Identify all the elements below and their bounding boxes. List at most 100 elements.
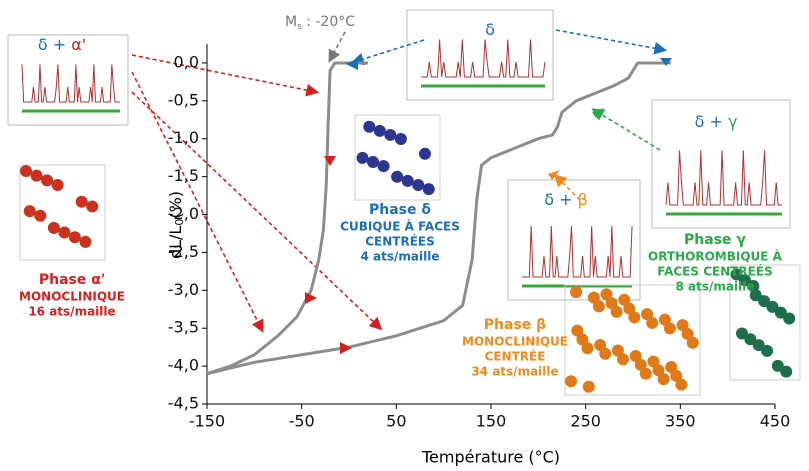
inset-title-part: + (704, 112, 728, 131)
atom (68, 231, 81, 244)
inset-title-part: γ (728, 112, 737, 131)
atom (686, 336, 699, 349)
inset-title: δ (485, 20, 495, 39)
x-tick-label: 350 (665, 412, 696, 431)
atom (628, 311, 641, 324)
atom (401, 174, 414, 187)
ms-annotation: Ms : -20°C (285, 14, 355, 32)
atom (565, 375, 577, 388)
arrows (131, 29, 668, 333)
inset-title-part: δ (544, 190, 554, 209)
curve (206, 61, 368, 376)
inset-title-part: δ (485, 20, 495, 39)
atom (663, 322, 676, 335)
ms-main: M (285, 14, 297, 30)
y-tick-label: -4,5 (168, 394, 199, 413)
crystal-cell (19, 164, 106, 261)
atom (623, 302, 636, 315)
y-label-main: dL/L (166, 226, 185, 259)
atom (735, 327, 748, 340)
atom (744, 333, 757, 346)
inset-spectrum (522, 225, 633, 278)
x-tick-label: -50 (289, 412, 315, 431)
dir-arrow (346, 58, 358, 70)
x-tick-label: 50 (386, 412, 406, 431)
atom (676, 319, 689, 332)
atom (20, 165, 32, 177)
atom (657, 373, 670, 386)
crystal-cell (564, 284, 701, 396)
phase-label: Phase δ (369, 202, 431, 218)
atom (780, 365, 793, 378)
atom (30, 169, 43, 182)
phase-label: CUBIQUE À FACES (340, 219, 460, 234)
atom (730, 268, 743, 281)
atom (394, 133, 407, 146)
y-tick-label: -1,0 (168, 128, 199, 147)
dir-arrow (660, 58, 672, 66)
atom (47, 221, 60, 234)
atom (75, 195, 88, 208)
atom (766, 300, 779, 313)
atom (641, 308, 654, 321)
y-axis-label: dL/L0(%) (166, 191, 187, 259)
inset-title-part: β (578, 190, 588, 209)
inset-spectrum (21, 64, 120, 103)
atom (384, 128, 397, 141)
phase-label: MONOCLINIQUE (462, 335, 568, 349)
atom (356, 151, 369, 164)
atom (646, 316, 659, 329)
atom (774, 306, 787, 319)
y-tick-label: -2,0 (168, 204, 199, 223)
x-tick-label: 450 (760, 412, 791, 431)
atom (738, 274, 751, 287)
atom (665, 360, 678, 373)
x-axis-label: Température (°C) (421, 448, 560, 467)
y-label-rest: (%) (166, 191, 185, 219)
atom (373, 124, 386, 137)
atom (652, 364, 665, 377)
phase-label: Phase β (484, 317, 546, 333)
y-tick-label: -0,5 (168, 90, 199, 109)
phase-label: Phase γ (684, 232, 746, 248)
phase-label: 16 ats/maille (28, 305, 115, 319)
ms-rest: : -20°C (302, 14, 355, 30)
inset-title-part: δ (695, 112, 705, 131)
atom (391, 170, 404, 183)
atom (570, 286, 583, 299)
atom (79, 235, 92, 248)
dir-arrow (324, 156, 336, 166)
phase-label: 34 ats/maille (471, 365, 558, 379)
x-tick-label: -150 (189, 412, 225, 431)
atom (587, 291, 600, 304)
phase-label: 4 ats/maille (361, 250, 440, 264)
x-tick-label: 150 (476, 412, 507, 431)
atom (51, 178, 64, 191)
inset-title: δ + β (544, 190, 588, 209)
atom (581, 342, 594, 355)
y-tick-label: -4,0 (168, 356, 199, 375)
atom (41, 174, 54, 187)
atom (363, 120, 376, 133)
dir-arrow (592, 108, 604, 118)
atom (600, 288, 613, 301)
dir-arrow (305, 292, 317, 304)
crystal-cell (354, 114, 441, 201)
atom (747, 280, 760, 293)
atom (86, 200, 99, 213)
atom (681, 327, 694, 340)
atom (599, 347, 612, 360)
atom (367, 156, 380, 169)
y-label-sub: 0 (173, 219, 186, 226)
inset-title: δ + α' (38, 35, 86, 54)
atom (594, 338, 607, 351)
y-tick-label: -3,5 (168, 318, 199, 337)
atom (761, 344, 774, 357)
inset-title: δ + γ (695, 112, 738, 131)
y-tick-label: -1,5 (168, 166, 199, 185)
atom (749, 289, 762, 302)
atom (571, 324, 584, 337)
y-tick-label: 0,0 (174, 52, 199, 71)
atom (582, 380, 595, 393)
atom (616, 353, 629, 366)
